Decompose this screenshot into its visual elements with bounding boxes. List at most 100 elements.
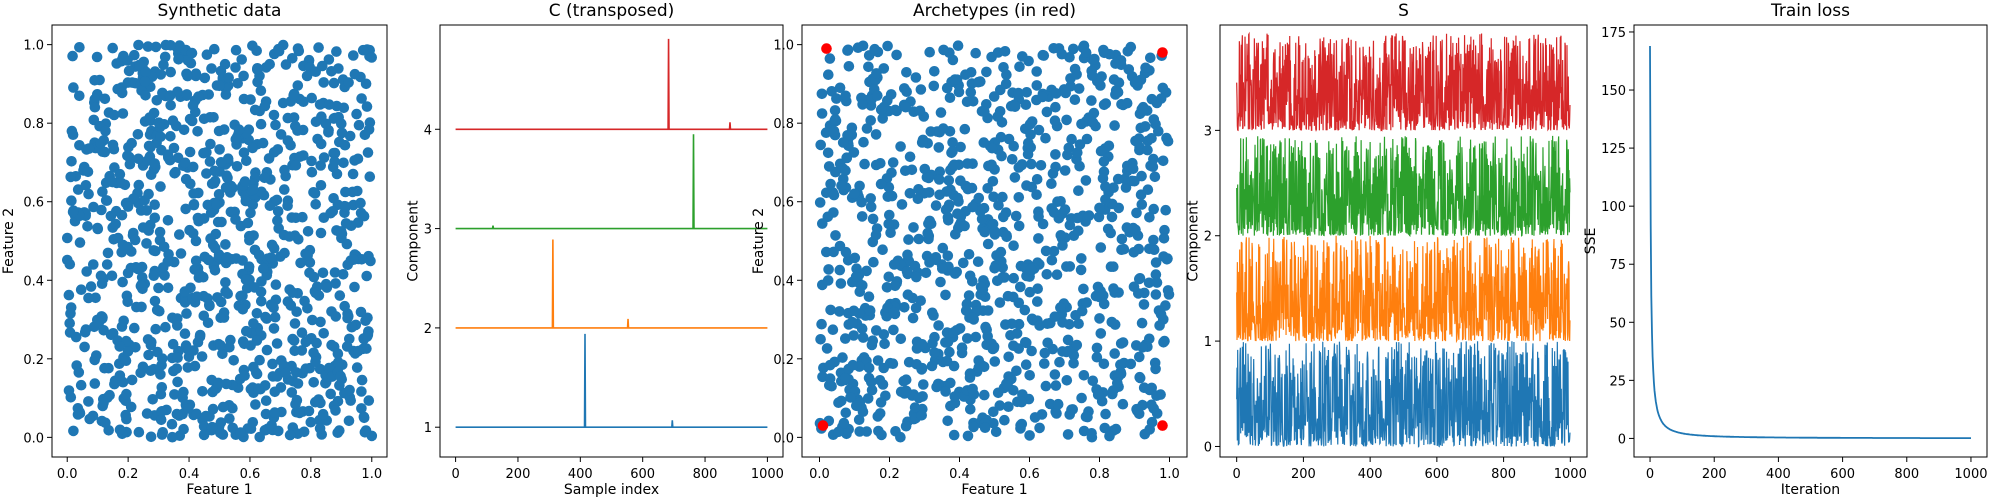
scatter-point (989, 263, 1000, 274)
x-axis-label: Iteration (1781, 482, 1840, 498)
scatter-point (66, 195, 77, 206)
scatter-point (836, 180, 847, 191)
scatter-point (133, 39, 144, 51)
scatter-point (1055, 230, 1067, 241)
scatter-point (307, 314, 318, 326)
scatter-point (83, 396, 94, 407)
x-tick-label: 0.4 (949, 467, 970, 482)
scatter-point (979, 106, 990, 117)
y-tick-label: 4 (424, 123, 432, 138)
scatter-point (1034, 320, 1045, 331)
scatter-point (83, 143, 95, 154)
scatter-point (339, 300, 351, 312)
scatter-point (1020, 337, 1031, 348)
scatter-point (1148, 153, 1159, 165)
scatter-point (1148, 234, 1159, 246)
scatter-point (261, 344, 273, 356)
scatter-point (1021, 180, 1032, 191)
scatter-point (851, 400, 862, 412)
scatter-point (330, 278, 341, 289)
scatter-point (213, 377, 224, 389)
x-tick-label: 0 (1646, 467, 1654, 482)
scatter-point (1106, 316, 1118, 328)
scatter-point (901, 266, 913, 277)
scatter-point (1047, 168, 1059, 179)
scatter-point (820, 127, 832, 138)
scatter-point (133, 179, 145, 191)
scatter-point (886, 190, 898, 202)
scatter-point (1016, 159, 1027, 171)
scatter-point (269, 311, 281, 323)
scatter-point (972, 256, 984, 268)
scatter-point (75, 379, 87, 391)
scatter-point (184, 224, 195, 236)
scatter-point (828, 125, 840, 137)
scatter-point (198, 271, 209, 283)
scatter-point (975, 281, 987, 293)
scatter-point (1008, 272, 1019, 284)
scatter-point (240, 195, 252, 207)
scatter-point (255, 118, 267, 130)
scatter-point (1026, 345, 1037, 357)
scatter-point (1140, 121, 1151, 132)
scatter-point (67, 206, 79, 218)
x-tick-label: 0.0 (57, 467, 78, 482)
scatter-point (853, 414, 865, 426)
scatter-point (862, 393, 874, 404)
scatter-point (1044, 398, 1056, 410)
scatter-point (149, 295, 161, 307)
scatter-point (816, 318, 827, 330)
scatter-point (289, 318, 301, 329)
scatter-point (114, 168, 126, 180)
scatter-point (839, 373, 851, 384)
scatter-point (236, 54, 247, 65)
scatter-point (151, 304, 163, 316)
scatter-point (1023, 137, 1034, 149)
x-tick-label: 0.6 (240, 467, 261, 482)
scatter-point (1138, 299, 1150, 310)
x-tick-label: 800 (693, 467, 718, 482)
scatter-point (875, 104, 887, 115)
scatter-point (361, 331, 373, 342)
scatter-point (868, 256, 879, 268)
scatter-point (1150, 257, 1162, 268)
scatter-point (1145, 52, 1156, 64)
scatter-point (284, 429, 296, 441)
scatter-point (315, 160, 327, 171)
scatter-point (987, 176, 999, 187)
scatter-point (132, 263, 144, 275)
scatter-point (98, 397, 109, 409)
scatter-point (900, 101, 911, 113)
scatter-point (986, 159, 997, 171)
scatter-point (114, 424, 126, 436)
scatter-point (1003, 133, 1015, 145)
scatter-point (1050, 101, 1061, 113)
x-tick-label: 1000 (751, 467, 784, 482)
scatter-point (1094, 202, 1105, 214)
y-tick-label: 0 (1204, 440, 1212, 455)
scatter-point (182, 362, 194, 373)
scatter-point (1076, 253, 1087, 264)
scatter-point (287, 53, 298, 64)
scatter-point (1134, 273, 1145, 285)
scatter-point (273, 43, 284, 55)
scatter-point (310, 396, 321, 408)
scatter-point (251, 335, 263, 346)
y-tick-label: 2 (1204, 230, 1212, 245)
scatter-point (1021, 87, 1032, 98)
scatter-point (191, 408, 202, 420)
scatter-point (1059, 204, 1071, 215)
scatter-point (290, 399, 301, 410)
scatter-point (167, 115, 179, 126)
scatter-point (907, 312, 919, 324)
scatter-point (1064, 319, 1075, 330)
scatter-point (248, 361, 259, 373)
scatter-point (256, 186, 267, 198)
scatter-point (1093, 211, 1105, 223)
scatter-point (334, 290, 346, 301)
scatter-point (866, 384, 878, 396)
scatter-point (217, 348, 228, 360)
scatter-point (864, 305, 876, 316)
scatter-point (960, 305, 972, 316)
scatter-point (67, 129, 79, 140)
